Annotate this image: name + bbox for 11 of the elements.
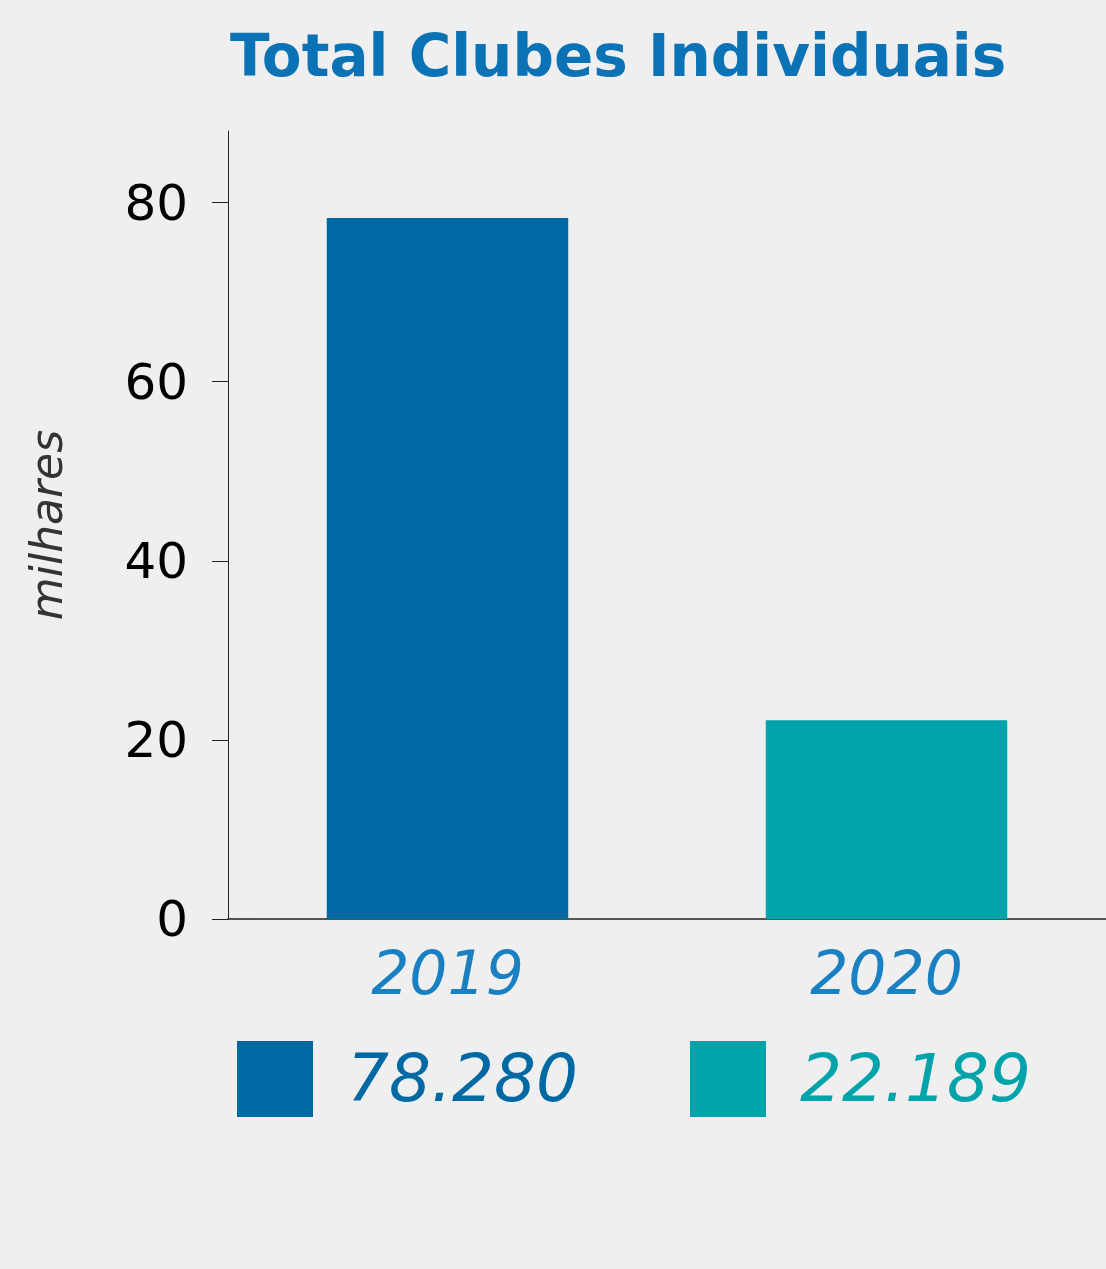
y-tick-label: 80 — [124, 173, 188, 232]
y-axis-title: milhares — [20, 429, 72, 621]
data-label: 22.189 — [800, 1040, 1031, 1117]
y-tick-label: 40 — [124, 531, 188, 590]
x-tick-label: 2019 — [371, 938, 524, 1008]
y-tick-label: 20 — [124, 710, 188, 769]
data-label: 78.280 — [347, 1040, 578, 1117]
y-tick-label: 60 — [124, 352, 188, 411]
y-tick-label: 0 — [156, 890, 188, 948]
x-tick-label: 2020 — [810, 938, 963, 1008]
chart-title: Total Clubes Individuais — [230, 22, 1007, 90]
